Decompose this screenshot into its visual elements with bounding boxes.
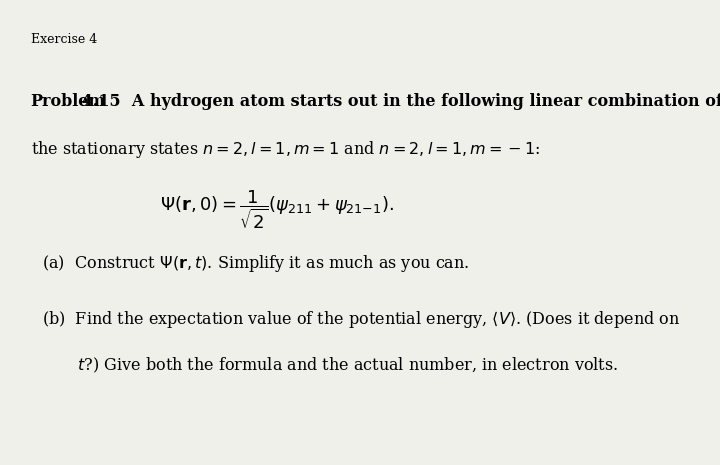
Text: Problem: Problem [30, 93, 106, 110]
Text: the stationary states $n = 2, l = 1, m = 1$ and $n = 2, l = 1, m = -1$:: the stationary states $n = 2, l = 1, m =… [30, 140, 540, 160]
Text: $t$?) Give both the formula and the actual number, in electron volts.: $t$?) Give both the formula and the actu… [42, 356, 618, 375]
Text: (b)  Find the expectation value of the potential energy, $\langle V \rangle$. (D: (b) Find the expectation value of the po… [42, 309, 680, 330]
Text: (a)  Construct $\Psi(\mathbf{r}, t)$. Simplify it as much as you can.: (a) Construct $\Psi(\mathbf{r}, t)$. Sim… [42, 253, 469, 274]
Text: $\Psi(\mathbf{r}, 0) = \dfrac{1}{\sqrt{2}}(\psi_{211} + \psi_{21{-1}}).$: $\Psi(\mathbf{r}, 0) = \dfrac{1}{\sqrt{2… [161, 188, 395, 231]
Text: 4.15  A hydrogen atom starts out in the following linear combination of: 4.15 A hydrogen atom starts out in the f… [76, 93, 720, 110]
Text: Exercise 4: Exercise 4 [30, 33, 96, 46]
